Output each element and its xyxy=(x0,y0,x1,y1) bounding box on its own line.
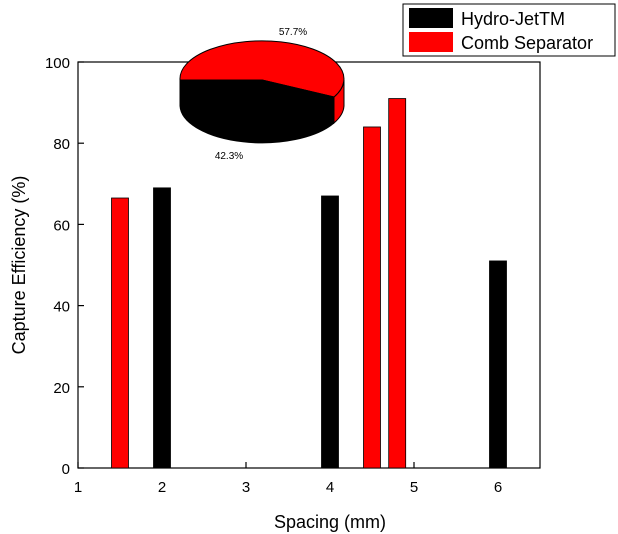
legend-swatch xyxy=(409,32,453,52)
x-tick-label: 2 xyxy=(158,479,166,496)
bars-group xyxy=(111,98,507,469)
bar xyxy=(111,197,129,469)
y-tick-label: 100 xyxy=(45,55,70,72)
bar xyxy=(321,195,339,469)
y-tick-label: 80 xyxy=(53,136,70,153)
x-tick-label: 6 xyxy=(494,479,502,496)
y-axis-label: Capture Efficiency (%) xyxy=(9,176,29,355)
legend-label: Comb Separator xyxy=(461,33,593,53)
legend-label: Hydro-JetTM xyxy=(461,9,565,29)
y-tick-label: 40 xyxy=(53,299,70,316)
pie-slice-comb-separator xyxy=(179,40,345,98)
bar xyxy=(489,260,507,469)
y-tick-label: 20 xyxy=(53,380,70,397)
x-tick-label: 4 xyxy=(326,479,334,496)
x-tick-label: 5 xyxy=(410,479,418,496)
y-tick-label: 0 xyxy=(62,461,70,478)
x-tick-label: 3 xyxy=(242,479,250,496)
pie-label-hydro-jet: 42.3% xyxy=(215,151,243,162)
inset-pie-chart: 57.7% 42.3% xyxy=(179,27,345,162)
x-tick-label: 1 xyxy=(74,479,82,496)
bar xyxy=(388,98,407,469)
legend: Hydro-JetTM Comb Separator xyxy=(402,3,616,57)
bar xyxy=(153,187,171,469)
pie-slice-hydro-jet xyxy=(179,79,336,118)
y-tick-label: 60 xyxy=(53,217,70,234)
x-axis-label: Spacing (mm) xyxy=(274,512,386,532)
legend-swatch xyxy=(409,8,453,28)
pie-label-comb-separator: 57.7% xyxy=(279,27,307,38)
y-axis-ticks: 0 20 40 60 80 100 xyxy=(45,55,84,478)
bar xyxy=(363,126,381,469)
